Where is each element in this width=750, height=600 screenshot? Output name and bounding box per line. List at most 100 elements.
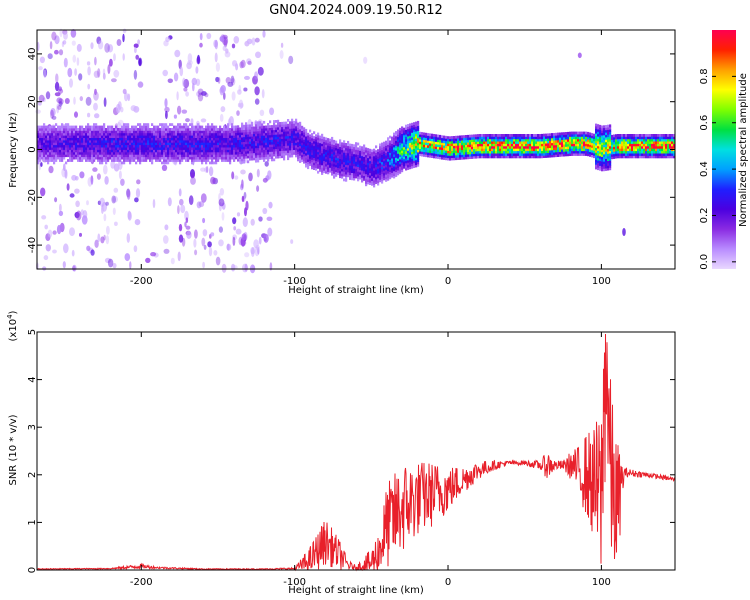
ridge-cell: [71, 149, 74, 153]
noise-cell: [239, 61, 244, 69]
noise-cell: [182, 77, 186, 88]
ridge-cell: [415, 157, 418, 161]
ridge-cell: [615, 155, 618, 159]
ridge-cell: [285, 135, 288, 139]
ridge-cell: [637, 141, 640, 144]
ridge-cell: [499, 136, 502, 140]
ridge-cell: [395, 169, 398, 173]
ridge-cell: [435, 151, 438, 154]
ridge-cell: [233, 142, 236, 146]
ridge-cell: [157, 154, 160, 158]
ridge-cell: [397, 170, 400, 173]
ridge-cell: [283, 152, 286, 156]
ridge-cell: [299, 129, 302, 132]
ridge-cell: [507, 141, 510, 144]
ridge-cell: [391, 162, 394, 166]
ridge-cell: [367, 148, 370, 151]
ridge-cell: [257, 142, 260, 146]
ridge-cell: [335, 154, 338, 158]
ridge-cell: [307, 140, 310, 143]
ridge-cell: [341, 142, 344, 146]
ridge-cell: [71, 142, 74, 146]
ridge-cell: [343, 152, 346, 156]
ridge-cell: [223, 147, 226, 150]
ridge-cell: [319, 152, 322, 156]
ridge-cell: [659, 153, 662, 156]
ridge-cell: [135, 135, 138, 138]
ridge-cell: [453, 138, 456, 142]
ridge-cell: [67, 132, 70, 136]
ridge-cell: [633, 145, 636, 149]
ridge-cell: [199, 135, 202, 138]
noise-cell: [237, 103, 241, 108]
ridge-cell: [621, 145, 624, 149]
ridge-cell: [387, 146, 390, 150]
ridge-cell: [417, 120, 420, 124]
ridge-cell: [645, 148, 648, 152]
ridge-cell: [417, 132, 420, 136]
ridge-cell: [213, 125, 216, 129]
ridge-cell: [575, 131, 578, 135]
ridge-cell: [133, 147, 136, 150]
ridge-cell: [41, 156, 44, 160]
ridge-cell: [51, 132, 54, 136]
ridge-cell: [115, 132, 118, 136]
ridge-cell: [197, 128, 200, 131]
ridge-cell: [145, 135, 148, 138]
ridge-cell: [641, 148, 644, 152]
ridge-cell: [309, 163, 312, 166]
ridge-cell: [259, 149, 262, 153]
ridge-cell: [199, 149, 202, 153]
ridge-cell: [273, 148, 276, 152]
ridge-cell: [401, 155, 404, 158]
ridge-cell: [261, 154, 264, 158]
ridge-cell: [197, 139, 200, 143]
ridge-cell: [529, 136, 532, 140]
ridge-cell: [627, 138, 630, 142]
ridge-cell: [647, 141, 650, 144]
ridge-cell: [57, 147, 60, 150]
ridge-cell: [391, 146, 394, 149]
ridge-cell: [405, 160, 408, 164]
ridge-cell: [115, 135, 118, 138]
ridge-cell: [437, 156, 440, 159]
noise-cell: [122, 53, 125, 61]
ridge-cell: [279, 148, 282, 152]
ridge-cell: [323, 155, 326, 159]
ridge-cell: [47, 144, 50, 148]
ridge-cell: [447, 145, 450, 149]
ridge-cell: [649, 150, 652, 154]
ridge-cell: [277, 143, 280, 147]
ridge-cell: [47, 125, 50, 129]
ridge-cell: [455, 150, 458, 153]
noise-cell: [112, 263, 117, 269]
ridge-cell: [53, 161, 56, 165]
ridge-cell: [279, 131, 282, 135]
ridge-cell: [495, 145, 498, 149]
ridge-cell: [311, 159, 314, 163]
ridge-cell: [583, 134, 586, 137]
ridge-cell: [431, 145, 434, 149]
ridge-cell: [571, 143, 574, 147]
noise-cell: [201, 91, 207, 96]
ridge-cell: [101, 154, 104, 158]
ridge-cell: [161, 156, 164, 160]
ridge-cell: [447, 152, 450, 156]
noise-cell: [266, 216, 273, 221]
ridge-cell: [421, 146, 424, 150]
ridge-cell: [253, 155, 256, 158]
ridge-cell: [437, 149, 440, 152]
ridge-cell: [447, 157, 450, 161]
ridge-cell: [205, 135, 208, 138]
ridge-cell: [163, 161, 166, 165]
ridge-cell: [37, 128, 40, 131]
ridge-cell: [423, 154, 426, 157]
ridge-cell: [219, 156, 222, 160]
ridge-cell: [597, 145, 600, 149]
ridge-cell: [601, 166, 604, 169]
ridge-cell: [225, 125, 228, 129]
ridge-cell: [577, 131, 580, 135]
ridge-cell: [365, 178, 368, 182]
ridge-cell: [53, 132, 56, 136]
ridge-cell: [265, 132, 268, 136]
